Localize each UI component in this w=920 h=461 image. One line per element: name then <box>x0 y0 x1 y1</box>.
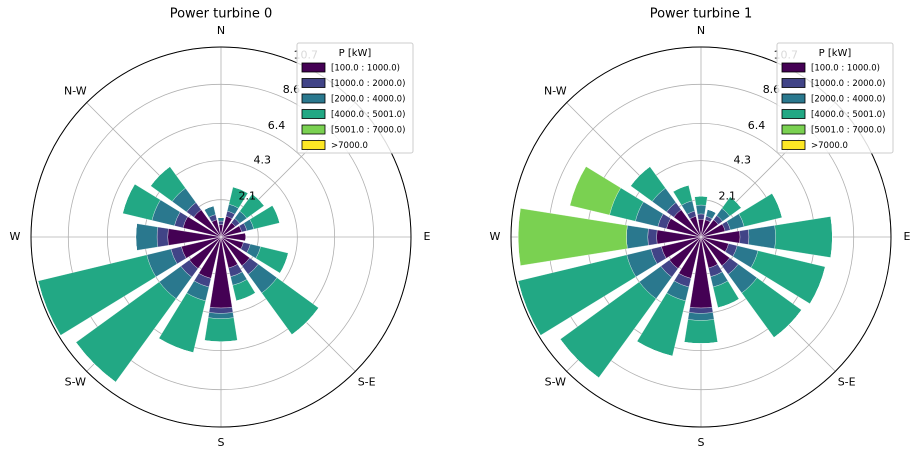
bar-segment <box>136 224 158 251</box>
legend-swatch <box>782 79 805 88</box>
r-tick-label: 2.1 <box>239 190 257 203</box>
theta-tick-label: S-E <box>838 376 856 389</box>
bar-segment <box>688 312 714 320</box>
r-tick-label: 6.4 <box>268 119 286 132</box>
legend-label: [1000.0 : 2000.0) <box>811 79 885 89</box>
theta-tick-label: N <box>217 24 225 37</box>
legend-swatch <box>302 79 325 88</box>
legend-title: P [kW] <box>339 48 372 59</box>
bar-segment <box>748 225 775 248</box>
theta-tick-label: S <box>698 436 705 449</box>
theta-tick-label: W <box>10 230 21 243</box>
theta-tick-label: E <box>904 230 911 243</box>
legend-swatch <box>782 63 805 72</box>
bar-segment <box>218 221 223 225</box>
bar-segment <box>740 229 749 244</box>
legend: P [kW] [100.0 : 1000.0) [1000.0 : 2000.0) [… <box>297 43 413 153</box>
bar-segment <box>626 225 648 248</box>
bar-segment <box>689 307 713 313</box>
theta-tick-label: S-W <box>65 376 87 389</box>
legend-label: >7000.0 <box>331 141 368 151</box>
legend-swatch <box>302 94 325 103</box>
legend-label: [5001.0 : 7000.0) <box>331 126 405 136</box>
chart-title: Power turbine 0 <box>170 7 273 22</box>
bar-segment <box>696 205 706 214</box>
bar-segment <box>697 214 704 220</box>
legend-label: [4000.0 : 5001.0) <box>331 110 405 120</box>
r-tick-label: 6.4 <box>748 119 766 132</box>
r-tick-label: 4.3 <box>253 153 271 166</box>
legend-label: [1000.0 : 2000.0) <box>331 79 405 89</box>
legend-title: P [kW] <box>819 48 852 59</box>
legend-swatch <box>302 141 325 150</box>
r-tick-label: 2.1 <box>719 190 737 203</box>
legend-swatch <box>302 110 325 119</box>
bar-segment <box>208 312 234 318</box>
bar-segment <box>157 227 168 247</box>
r-tick-label: 4.3 <box>733 153 751 166</box>
legend-swatch <box>302 125 325 134</box>
theta-tick-label: S <box>218 436 225 449</box>
legend: P [kW] [100.0 : 1000.0) [1000.0 : 2000.0) [… <box>777 43 893 153</box>
theta-tick-label: N <box>697 24 705 37</box>
legend-swatch <box>782 94 805 103</box>
bar-segment <box>695 196 708 205</box>
theta-tick-label: E <box>424 230 431 243</box>
legend-label: [100.0 : 1000.0) <box>811 64 880 74</box>
legend-swatch <box>782 141 805 150</box>
bar-segment <box>684 319 717 343</box>
legend-swatch <box>782 125 805 134</box>
chart-title: Power turbine 1 <box>650 7 753 22</box>
theta-tick-label: S-E <box>358 376 376 389</box>
bar-segment <box>209 307 233 313</box>
theta-tick-label: W <box>490 230 501 243</box>
legend-label: [4000.0 : 5001.0) <box>811 110 885 120</box>
theta-tick-label: N-W <box>544 84 567 97</box>
legend-label: [2000.0 : 4000.0) <box>331 95 405 105</box>
legend-label: [2000.0 : 4000.0) <box>811 95 885 105</box>
legend-swatch <box>782 110 805 119</box>
bar-segment <box>648 229 657 246</box>
bar-segment <box>205 318 238 342</box>
legend-label: [100.0 : 1000.0) <box>331 64 400 74</box>
theta-tick-label: S-W <box>545 376 567 389</box>
legend-label: [5001.0 : 7000.0) <box>811 126 885 136</box>
bar-segment <box>218 217 224 221</box>
theta-tick-label: N-W <box>64 84 87 97</box>
legend-label: >7000.0 <box>811 141 848 151</box>
legend-swatch <box>302 63 325 72</box>
